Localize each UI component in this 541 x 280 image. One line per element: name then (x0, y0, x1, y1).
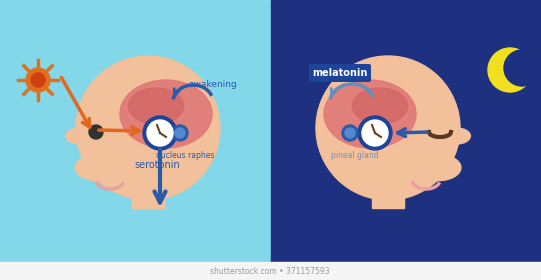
Ellipse shape (353, 88, 407, 124)
Circle shape (358, 116, 392, 150)
FancyBboxPatch shape (309, 64, 371, 82)
Circle shape (316, 56, 460, 200)
Circle shape (175, 128, 185, 138)
Ellipse shape (324, 80, 416, 148)
Circle shape (143, 116, 177, 150)
Text: nucleus raphes: nucleus raphes (156, 151, 214, 160)
Circle shape (31, 73, 45, 87)
Text: shutterstock.com • 371157593: shutterstock.com • 371157593 (210, 267, 330, 276)
Bar (0, 0, 271, 262)
Circle shape (76, 56, 220, 200)
Ellipse shape (443, 128, 471, 144)
Circle shape (362, 120, 388, 146)
Bar (132, 188, 164, 208)
Circle shape (172, 125, 188, 141)
Text: serotonin: serotonin (134, 160, 180, 170)
Circle shape (26, 68, 50, 92)
Text: pineal gland: pineal gland (331, 151, 379, 160)
Text: melatonin: melatonin (312, 68, 368, 78)
Circle shape (345, 128, 355, 138)
Bar (271, 0, 541, 262)
Bar (372, 188, 404, 208)
Circle shape (342, 125, 358, 141)
Circle shape (89, 125, 103, 139)
Ellipse shape (129, 88, 183, 124)
Ellipse shape (416, 155, 461, 181)
Ellipse shape (75, 155, 120, 181)
Circle shape (504, 50, 540, 86)
Ellipse shape (65, 128, 94, 144)
Text: awakening: awakening (189, 80, 237, 88)
Ellipse shape (120, 80, 212, 148)
Circle shape (488, 48, 532, 92)
Bar (0, 262, 541, 280)
Circle shape (147, 120, 173, 146)
